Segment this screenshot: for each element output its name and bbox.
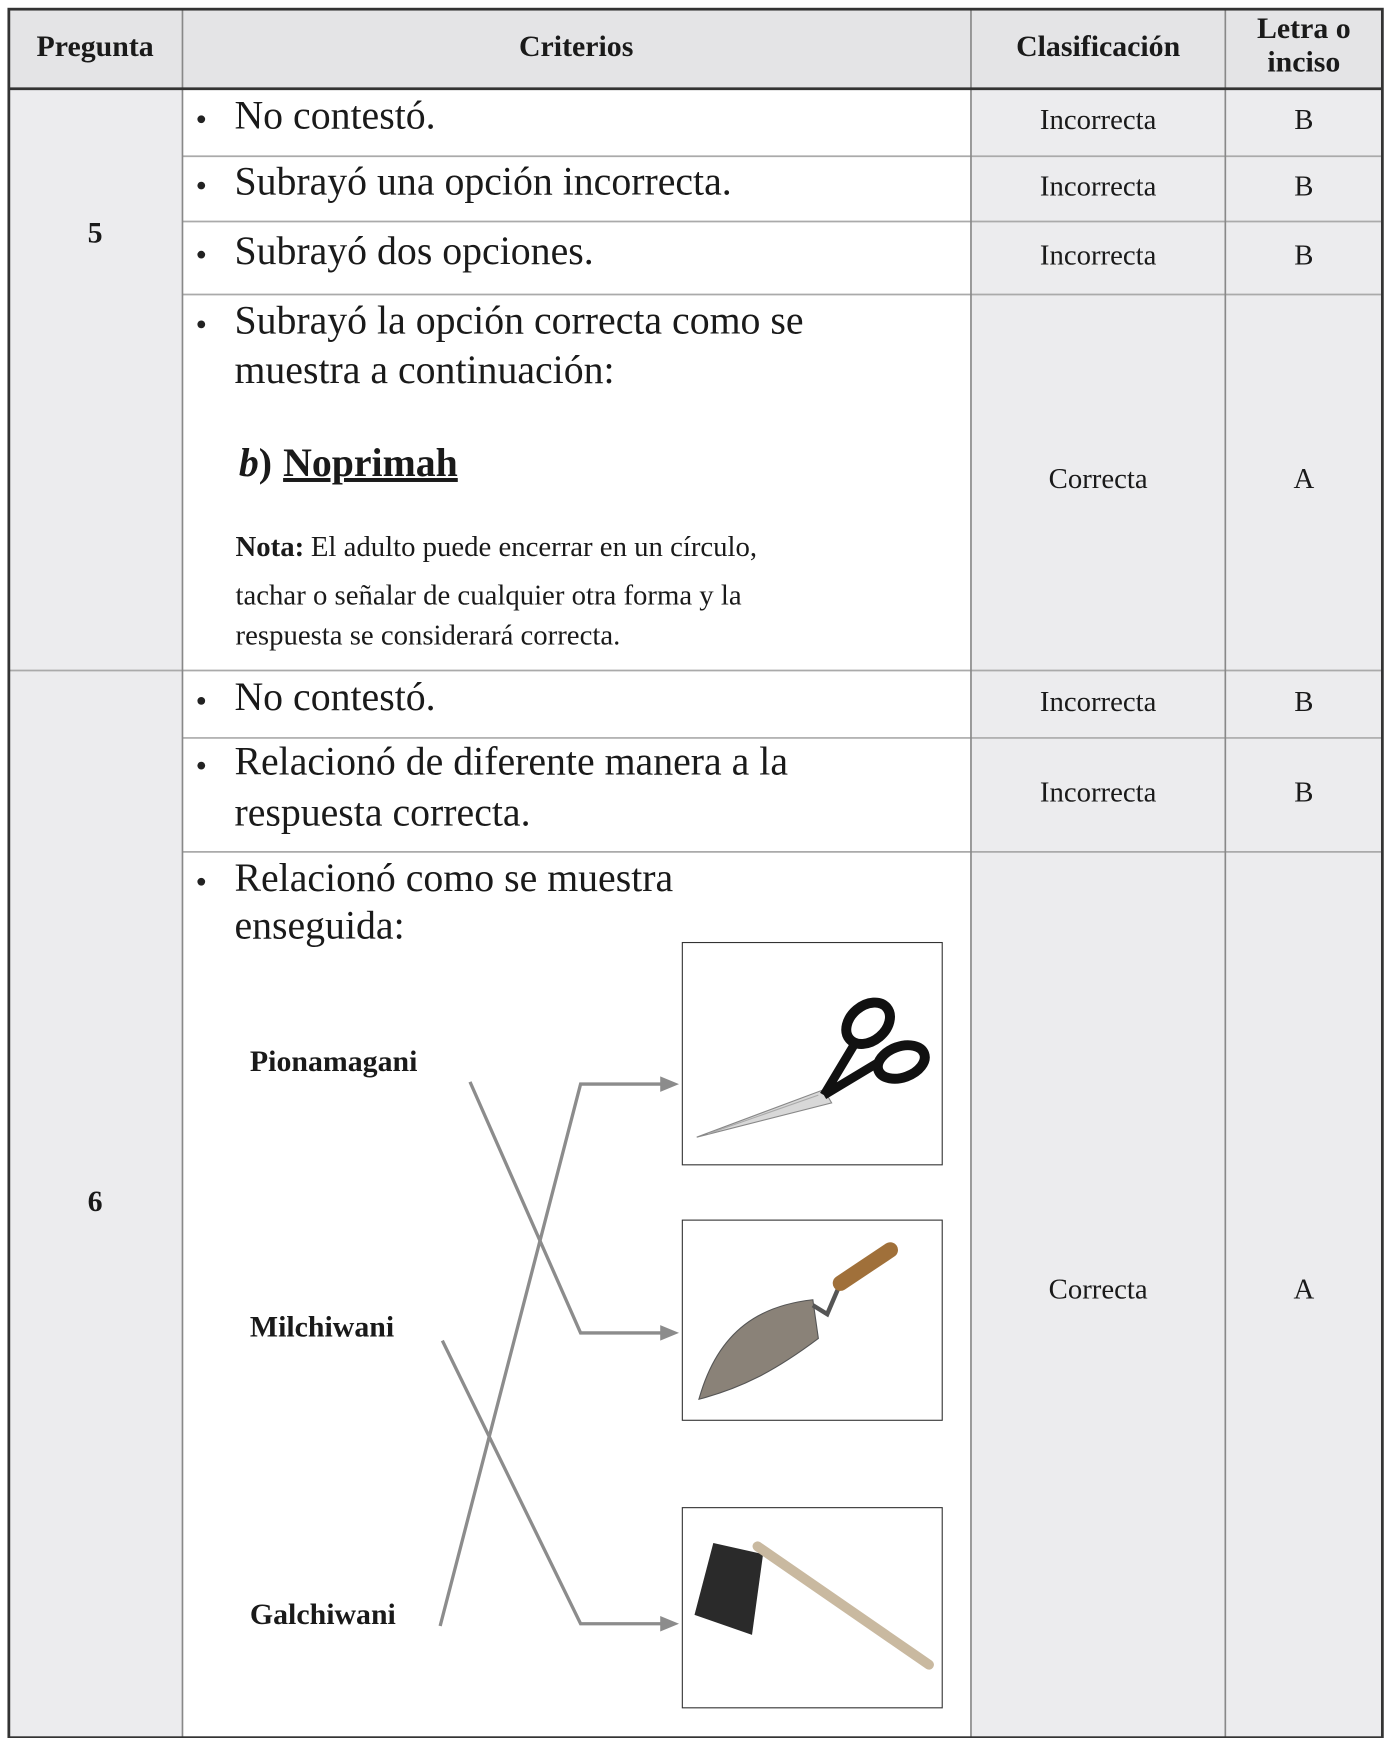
letter: A — [1293, 1274, 1314, 1306]
note: Nota: El adulto puede encerrar en un círc… — [236, 530, 758, 562]
criterion-text: muestra a continuación: — [234, 348, 614, 392]
note-text: tachar o señalar de cualquier otra forma… — [236, 579, 742, 611]
images — [681, 941, 943, 1709]
match-word: Galchiwani — [250, 1598, 396, 1631]
trowel-icon — [698, 1242, 898, 1401]
col-bg — [8, 88, 183, 1738]
bullet — [197, 697, 206, 705]
option-suffix: ) — [259, 441, 272, 485]
note: respuesta se considerará correcta. — [236, 619, 621, 651]
arrow — [468, 1081, 670, 1335]
criterion-text: Subrayó una opción incorrecta. — [234, 160, 731, 204]
letter: B — [1294, 240, 1313, 272]
bullet — [197, 115, 206, 124]
criterion-text: Relacionó como se muestra — [234, 856, 673, 900]
criterion-text: enseguida: — [234, 903, 404, 947]
bullet — [197, 877, 206, 886]
criterion-text: respuesta correcta. — [234, 791, 530, 835]
note-text: respuesta se considerará correcta. — [236, 619, 621, 651]
match-word: Milchiwani — [250, 1310, 394, 1343]
criterion-text: Subrayó la opción correcta como se — [234, 298, 803, 342]
bullet — [197, 761, 206, 770]
col-bg — [970, 88, 1383, 1738]
arrowheads — [660, 1076, 680, 1632]
classification: Correcta — [1049, 1274, 1148, 1306]
criterion-text: No contestó. — [234, 93, 435, 137]
letter: B — [1294, 104, 1313, 136]
classification: Incorrecta — [1040, 170, 1157, 202]
question-number: 6 — [88, 1185, 103, 1218]
classification: Incorrecta — [1040, 686, 1157, 718]
note: tachar o señalar de cualquier otra forma… — [236, 579, 742, 611]
question-number: 5 — [88, 217, 103, 250]
letter: B — [1294, 776, 1313, 808]
arrow — [438, 1082, 670, 1627]
header-cell: inciso — [1267, 45, 1340, 78]
bullet — [197, 320, 206, 329]
option: b) Noprimah — [239, 441, 458, 485]
match-arrows — [438, 1076, 680, 1632]
criterion-text: Relacionó de diferente manera a la — [234, 740, 788, 784]
hoe-icon — [694, 1541, 934, 1670]
bullet — [197, 250, 206, 259]
criterion-text: No contestó. — [234, 675, 435, 719]
letter: B — [1294, 686, 1313, 718]
classification: Incorrecta — [1040, 776, 1157, 808]
header-cell: Criterios — [519, 30, 633, 63]
header-cell: Pregunta — [37, 30, 154, 63]
classification: Correcta — [1049, 463, 1148, 495]
note-text: El adulto puede encerrar en un círculo, — [311, 530, 757, 562]
classification: Incorrecta — [1040, 104, 1157, 136]
criterion-text: Subrayó dos opciones. — [234, 229, 593, 273]
letter: B — [1294, 170, 1313, 202]
note-label: Nota: — [236, 530, 305, 562]
option-text: Noprimah — [283, 441, 458, 485]
header-bg — [8, 9, 1383, 89]
header-cell: Letra o — [1257, 12, 1351, 45]
scissors-icon — [696, 997, 930, 1138]
letter: A — [1293, 463, 1314, 495]
header-cell: Clasificación — [1016, 30, 1181, 63]
option-letter: b — [239, 441, 259, 485]
bullet — [197, 181, 206, 190]
classification: Incorrecta — [1040, 240, 1157, 272]
match-word: Pionamagani — [250, 1045, 417, 1078]
